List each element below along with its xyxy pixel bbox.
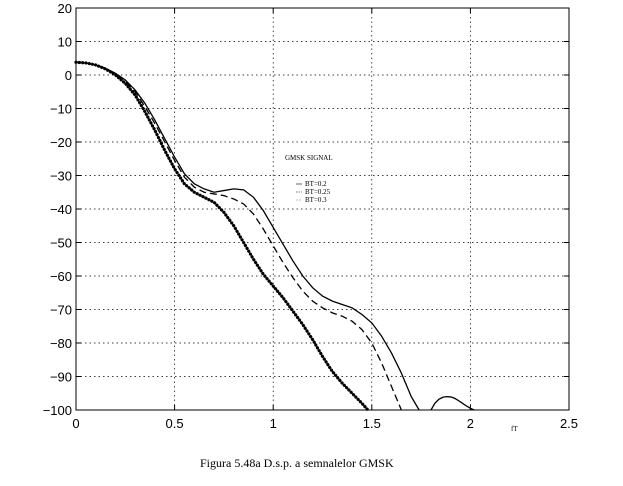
legend-label: BT=0.2 [305, 180, 327, 188]
series-group [74, 60, 475, 412]
x-tick-label: 1 [270, 416, 277, 431]
y-tick-label: −20 [50, 135, 72, 150]
x-tick-label: 2.5 [560, 416, 578, 431]
figure-caption: Figura 5.48a D.s.p. a semnalelor GMSK [200, 456, 394, 470]
y-tick-labels: 20 10 0 −10 −20 −30 −40 −50 −60 −70 −80 −90 −100 [43, 1, 72, 418]
x-tick-labels: 0 0.5 1 1.5 2 2.5 [72, 416, 578, 431]
annotation-text: GMSK SIGNAL [285, 154, 333, 162]
y-tick-label: −80 [50, 336, 72, 351]
x-tick-label: 2 [467, 416, 474, 431]
y-tick-label: −60 [50, 269, 72, 284]
y-tick-label: −30 [50, 169, 72, 184]
series-line-dotted [74, 60, 370, 412]
x-tick-label: 1.5 [363, 416, 381, 431]
series-line-solid [430, 395, 475, 411]
y-tick-label: −100 [43, 403, 72, 418]
y-tick-label: −50 [50, 236, 72, 251]
axis-ticks [75, 7, 570, 411]
legend-label: BT=0.25 [305, 188, 331, 196]
y-tick-label: −90 [50, 370, 72, 385]
legend-label: BT=0.3 [305, 196, 327, 204]
x-axis-label: fT [511, 425, 518, 433]
y-tick-label: 0 [65, 68, 72, 83]
x-tick-label: 0.5 [166, 416, 184, 431]
series-line-dashed [75, 61, 402, 411]
x-tick-label: 0 [72, 416, 79, 431]
y-tick-label: 20 [58, 1, 72, 16]
y-tick-label: −10 [50, 102, 72, 117]
series-line-solid [75, 61, 420, 411]
y-tick-label: −40 [50, 202, 72, 217]
grid-lines [76, 8, 569, 410]
y-tick-label: 10 [58, 35, 72, 50]
y-tick-label: −70 [50, 303, 72, 318]
